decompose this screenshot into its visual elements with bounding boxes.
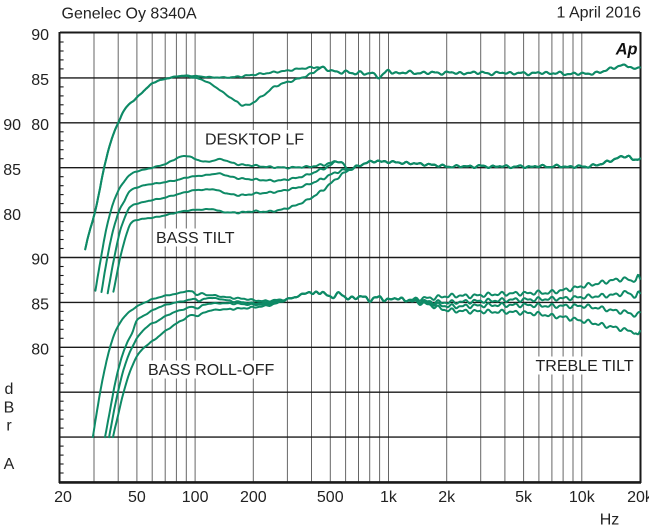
svg-text:200: 200	[240, 489, 267, 506]
svg-text:10k: 10k	[569, 489, 596, 506]
svg-text:TREBLE TILT: TREBLE TILT	[536, 358, 634, 375]
svg-text:1k: 1k	[380, 489, 398, 506]
svg-text:B: B	[4, 399, 15, 416]
svg-text:100: 100	[182, 489, 209, 506]
svg-text:90: 90	[3, 117, 21, 134]
svg-text:85: 85	[31, 297, 49, 314]
svg-text:20k: 20k	[627, 489, 649, 506]
svg-text:A: A	[4, 456, 15, 473]
svg-text:80: 80	[31, 342, 49, 359]
svg-text:5k: 5k	[515, 489, 533, 506]
svg-text:500: 500	[317, 489, 344, 506]
svg-text:BASS TILT: BASS TILT	[156, 230, 235, 247]
svg-text:r: r	[6, 418, 12, 435]
svg-text:Genelec Oy 8340A: Genelec Oy 8340A	[62, 6, 198, 23]
svg-text:DESKTOP LF: DESKTOP LF	[205, 132, 304, 149]
svg-text:Hz: Hz	[600, 512, 620, 528]
svg-text:2k: 2k	[438, 489, 456, 506]
svg-text:1 April 2016: 1 April 2016	[556, 5, 641, 22]
svg-text:20: 20	[54, 489, 72, 506]
svg-text:85: 85	[3, 162, 21, 179]
svg-text:50: 50	[128, 489, 146, 506]
svg-text:d: d	[5, 381, 14, 398]
svg-text:90: 90	[31, 27, 49, 44]
svg-text:80: 80	[3, 207, 21, 224]
svg-text:90: 90	[31, 252, 49, 269]
svg-text:BASS ROLL-OFF: BASS ROLL-OFF	[148, 362, 274, 379]
svg-text:Ap: Ap	[615, 40, 638, 58]
svg-text:85: 85	[31, 72, 49, 89]
svg-text:80: 80	[31, 117, 49, 134]
